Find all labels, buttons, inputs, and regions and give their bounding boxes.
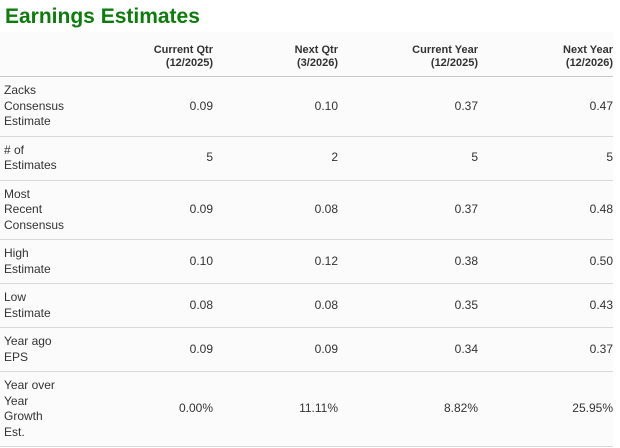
- column-header-period: (12/2025): [165, 57, 213, 69]
- column-header-label: Next Qtr: [294, 44, 338, 56]
- row-label: Year ago EPS: [0, 327, 92, 372]
- table-row-year-ago-eps: Year ago EPS 0.09 0.09 0.34 0.37: [0, 327, 613, 372]
- cell-value: 0.09: [92, 180, 213, 240]
- table-row-most-recent-consensus: Most Recent Consensus 0.09 0.08 0.37 0.4…: [0, 180, 613, 240]
- cell-value: 5: [338, 136, 478, 181]
- table-row-low-estimate: Low Estimate 0.08 0.08 0.35 0.43: [0, 283, 613, 328]
- column-header-next-year: Next Year (12/2026): [478, 32, 613, 77]
- cell-value: 0.09: [92, 76, 213, 137]
- cell-value: 0.10: [213, 76, 338, 137]
- cell-value: 0.08: [213, 180, 338, 240]
- column-header-current-year: Current Year (12/2025): [338, 32, 478, 77]
- column-header-label: Current Qtr: [153, 44, 213, 56]
- row-label: Zacks Consensus Estimate: [0, 76, 92, 137]
- cell-value: 0.38: [338, 239, 478, 284]
- cell-value: 0.08: [213, 283, 338, 328]
- cell-value: 8.82%: [338, 371, 478, 447]
- header-spacer-cell: [0, 32, 92, 77]
- row-label: Low Estimate: [0, 283, 92, 328]
- row-label: # of Estimates: [0, 136, 92, 181]
- table-row-zacks-consensus-estimate: Zacks Consensus Estimate 0.09 0.10 0.37 …: [0, 76, 613, 137]
- cell-value: 0.09: [92, 327, 213, 372]
- cell-value: 5: [478, 136, 613, 181]
- row-label: High Estimate: [0, 239, 92, 284]
- cell-value: 0.10: [92, 239, 213, 284]
- column-header-period: (3/2026): [297, 57, 338, 69]
- cell-value: 0.35: [338, 283, 478, 328]
- page-title: Earnings Estimates: [5, 5, 200, 28]
- cell-value: 25.95%: [478, 371, 613, 447]
- cell-value: 0.47: [478, 76, 613, 137]
- cell-value: 0.34: [338, 327, 478, 372]
- table-row-num-of-estimates: # of Estimates 5 2 5 5: [0, 136, 613, 181]
- earnings-estimates-table: Current Qtr (12/2025) Next Qtr (3/2026) …: [0, 32, 613, 447]
- table-row-year-over-year-growth: Year over Year Growth Est. 0.00% 11.11% …: [0, 371, 613, 447]
- table-header-row: Current Qtr (12/2025) Next Qtr (3/2026) …: [0, 32, 613, 77]
- cell-value: 0.09: [213, 327, 338, 372]
- column-header-next-qtr: Next Qtr (3/2026): [213, 32, 338, 77]
- row-label: Year over Year Growth Est.: [0, 371, 92, 447]
- column-header-period: (12/2025): [430, 57, 478, 69]
- column-header-current-qtr: Current Qtr (12/2025): [92, 32, 213, 77]
- cell-value: 0.48: [478, 180, 613, 240]
- cell-value: 0.00%: [92, 371, 213, 447]
- column-header-label: Next Year: [563, 44, 613, 56]
- cell-value: 0.08: [92, 283, 213, 328]
- cell-value: 0.43: [478, 283, 613, 328]
- cell-value: 0.37: [478, 327, 613, 372]
- cell-value: 0.37: [338, 180, 478, 240]
- cell-value: 5: [92, 136, 213, 181]
- table-row-high-estimate: High Estimate 0.10 0.12 0.38 0.50: [0, 239, 613, 284]
- row-label: Most Recent Consensus: [0, 180, 92, 240]
- column-header-period: (12/2026): [565, 57, 613, 69]
- cell-value: 0.12: [213, 239, 338, 284]
- cell-value: 0.37: [338, 76, 478, 137]
- column-header-label: Current Year: [412, 44, 478, 56]
- cell-value: 2: [213, 136, 338, 181]
- cell-value: 11.11%: [213, 371, 338, 447]
- cell-value: 0.50: [478, 239, 613, 284]
